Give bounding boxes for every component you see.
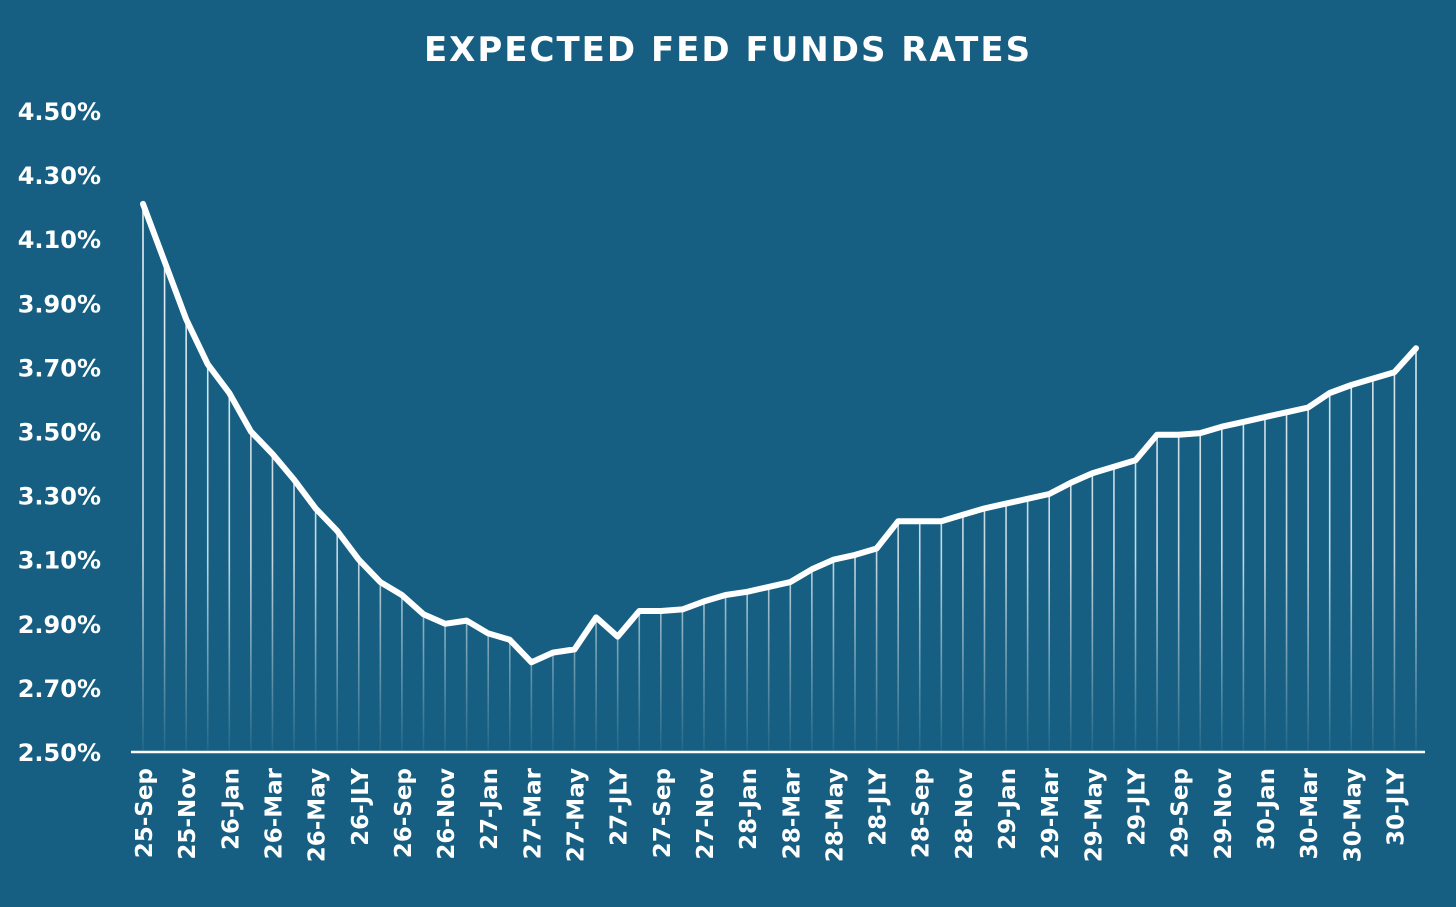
x-tick-label: 26-Sep (391, 768, 417, 858)
y-tick-label: 3.90% (18, 290, 101, 318)
y-axis: 4.50% 4.30% 4.10% 3.90% 3.70% 3.50% 3.30% 3.10%… (18, 98, 101, 767)
x-tick-label: 27-JLY (607, 768, 633, 846)
x-tick-label: 25-Sep (132, 768, 158, 858)
x-tick-label: 26-Nov (434, 768, 460, 860)
y-tick-label: 4.10% (18, 226, 101, 254)
y-tick-label: 3.50% (18, 419, 101, 447)
y-tick-label: 2.50% (18, 739, 101, 767)
x-tick-label: 30-Mar (1297, 767, 1323, 859)
x-tick-label: 28-Jan (736, 768, 762, 850)
x-tick-label: 28-May (822, 768, 848, 862)
x-tick-label: 30-Jan (1254, 768, 1280, 850)
x-axis: 25-Sep 25-Nov 26-Jan 26-Mar 26-May 26-JLY 26-S… (132, 767, 1409, 862)
x-tick-label: 26-Jan (218, 768, 244, 850)
x-tick-label: 29-May (1081, 768, 1107, 862)
y-tick-label: 2.90% (18, 611, 101, 639)
x-tick-label: 29-Sep (1168, 768, 1194, 858)
y-tick-label: 3.30% (18, 483, 101, 511)
chart-title: EXPECTED FED FUNDS RATES (424, 30, 1032, 70)
x-tick-label: 28-JLY (866, 768, 892, 846)
y-tick-label: 4.50% (18, 98, 101, 126)
x-tick-label: 26-JLY (348, 768, 374, 846)
x-tick-label: 28-Mar (779, 767, 805, 859)
x-tick-label: 30-JLY (1383, 768, 1409, 846)
y-tick-label: 3.70% (18, 354, 101, 382)
x-tick-label: 29-Jan (995, 768, 1021, 850)
x-tick-label: 28-Nov (952, 768, 978, 860)
x-tick-label: 27-Mar (520, 767, 546, 859)
drop-lines-group (142, 203, 1417, 752)
y-tick-label: 3.10% (18, 547, 101, 575)
x-tick-label: 25-Nov (175, 768, 201, 860)
x-tick-label: 26-Mar (262, 767, 288, 859)
x-tick-label: 28-Sep (909, 768, 935, 858)
series-line (140, 200, 1419, 666)
x-tick-label: 27-May (564, 768, 590, 862)
y-tick-label: 2.70% (18, 675, 101, 703)
x-tick-label: 27-Nov (693, 768, 719, 860)
x-tick-label: 26-May (305, 768, 331, 862)
y-tick-label: 4.30% (18, 162, 101, 190)
x-tick-label: 29-Nov (1211, 768, 1237, 860)
x-tick-label: 29-JLY (1125, 768, 1151, 846)
x-tick-label: 27-Sep (650, 768, 676, 858)
x-tick-label: 30-May (1340, 768, 1366, 862)
x-tick-label: 29-Mar (1038, 767, 1064, 859)
x-tick-label: 27-Jan (477, 768, 503, 850)
